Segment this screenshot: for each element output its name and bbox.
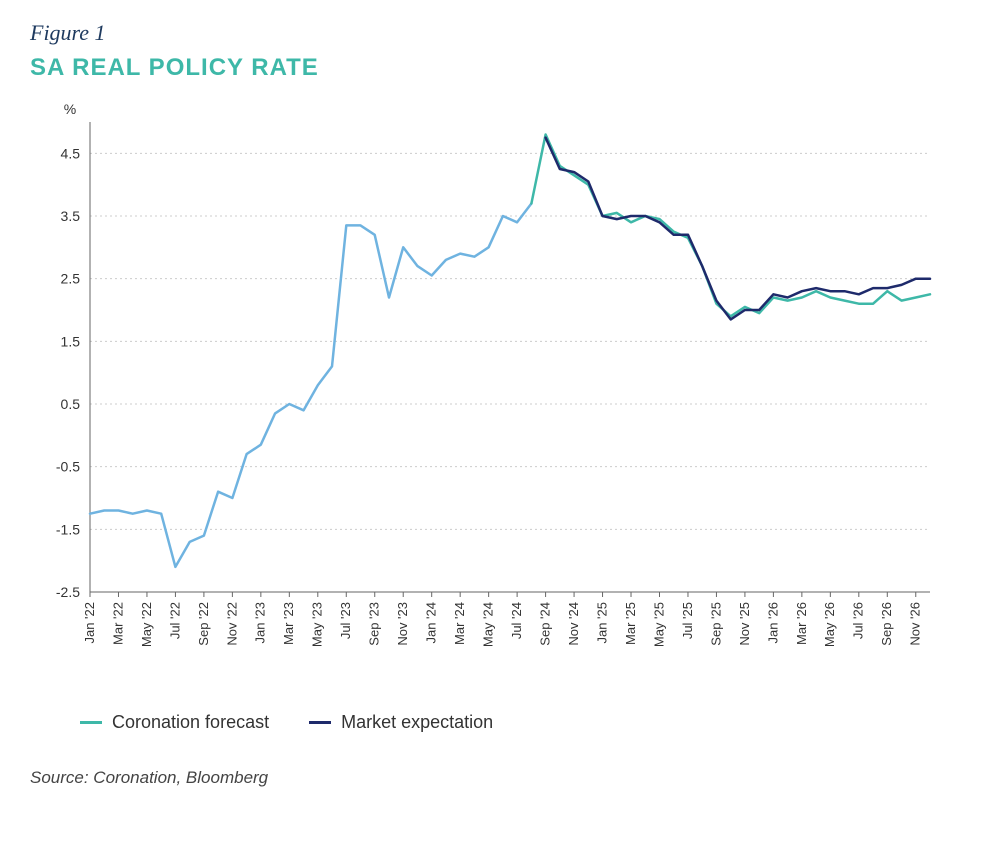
x-tick-label: Jul '23 xyxy=(338,602,353,639)
y-tick-label: -0.5 xyxy=(56,459,80,475)
x-tick-label: May '24 xyxy=(481,602,496,647)
legend-item: Coronation forecast xyxy=(80,712,269,733)
figure-label: Figure 1 xyxy=(30,20,963,46)
x-tick-label: Sep '25 xyxy=(708,602,723,646)
x-tick-label: Jan '25 xyxy=(594,602,609,644)
x-tick-label: Sep '22 xyxy=(196,602,211,646)
legend-swatch xyxy=(309,721,331,724)
x-tick-label: Sep '26 xyxy=(879,602,894,646)
chart-title: SA REAL POLICY RATE xyxy=(30,54,963,82)
x-tick-label: Jul '24 xyxy=(509,602,524,639)
x-tick-label: Jan '23 xyxy=(253,602,268,644)
x-tick-label: Mar '22 xyxy=(110,602,125,645)
x-tick-label: Mar '23 xyxy=(281,602,296,645)
y-tick-label: -1.5 xyxy=(56,521,80,537)
y-tick-label: 0.5 xyxy=(61,396,81,412)
legend-swatch xyxy=(80,721,102,724)
x-tick-label: May '25 xyxy=(651,602,666,647)
chart-svg: -2.5 -1.5 -0.5 0.5 1.5 2.5 3.5 4.5% Jan '22 Mar '… xyxy=(30,92,950,692)
series-line xyxy=(90,204,531,567)
x-tick-label: Jul '22 xyxy=(167,602,182,639)
x-tick-label: Jan '24 xyxy=(424,602,439,644)
chart-area: -2.5 -1.5 -0.5 0.5 1.5 2.5 3.5 4.5% Jan '22 Mar '… xyxy=(30,92,950,692)
x-tick-label: Nov '26 xyxy=(908,602,923,646)
x-tick-label: May '26 xyxy=(822,602,837,647)
y-tick-label: 2.5 xyxy=(61,271,81,287)
x-tick-label: Jan '26 xyxy=(765,602,780,644)
legend-item: Market expectation xyxy=(309,712,493,733)
legend-label: Coronation forecast xyxy=(112,712,269,733)
legend-label: Market expectation xyxy=(341,712,493,733)
source-text: Source: Coronation, Bloomberg xyxy=(30,768,963,788)
x-tick-label: Jan '22 xyxy=(82,602,97,644)
x-tick-label: Nov '24 xyxy=(566,602,581,646)
x-tick-label: Jul '25 xyxy=(680,602,695,639)
y-tick-label: 1.5 xyxy=(61,333,81,349)
x-tick-label: Mar '25 xyxy=(623,602,638,645)
x-tick-label: Nov '23 xyxy=(395,602,410,646)
x-tick-label: May '22 xyxy=(139,602,154,647)
series-line xyxy=(546,138,930,320)
y-axis-label: % xyxy=(64,101,76,117)
x-tick-label: Nov '22 xyxy=(224,602,239,646)
x-tick-label: May '23 xyxy=(310,602,325,647)
x-tick-label: Mar '26 xyxy=(794,602,809,645)
y-tick-label: 4.5 xyxy=(61,145,81,161)
x-tick-label: Mar '24 xyxy=(452,602,467,645)
x-tick-label: Sep '23 xyxy=(367,602,382,646)
x-tick-label: Sep '24 xyxy=(537,602,552,646)
figure-container: Figure 1 SA REAL POLICY RATE -2.5 -1.5 -0.… xyxy=(0,0,993,863)
x-tick-label: Jul '26 xyxy=(851,602,866,639)
x-tick-label: Nov '25 xyxy=(737,602,752,646)
y-tick-label: 3.5 xyxy=(61,208,81,224)
legend: Coronation forecast Market expectation xyxy=(30,712,963,733)
y-tick-label: -2.5 xyxy=(56,584,80,600)
